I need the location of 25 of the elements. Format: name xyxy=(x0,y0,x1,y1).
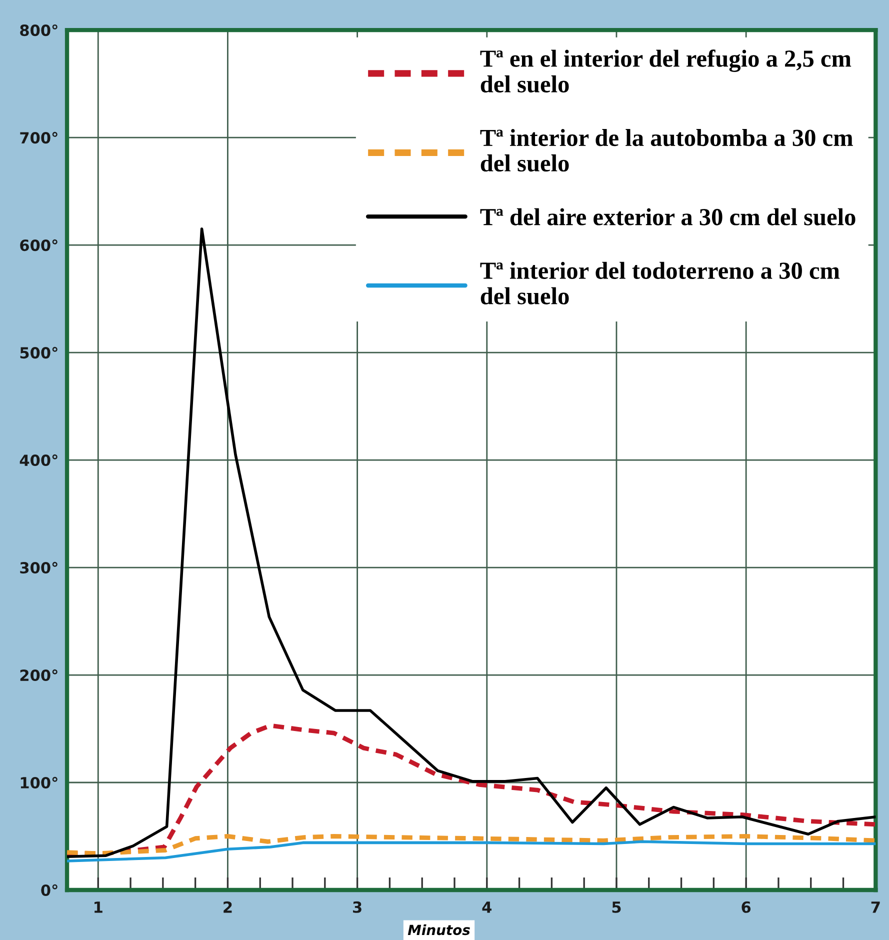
legend-label: Tª interior de la autobomba a 30 cm del suelo xyxy=(480,129,853,172)
x-tick-label: 2 xyxy=(224,901,232,913)
line-series xyxy=(67,840,876,862)
y-tick-label: 700° xyxy=(20,132,58,144)
line-series xyxy=(67,228,876,858)
y-tick-label: 0° xyxy=(41,884,58,896)
line-series xyxy=(67,723,876,856)
y-tick-label: 500° xyxy=(20,346,58,359)
line-series xyxy=(67,834,876,856)
y-tick-label: 600° xyxy=(20,239,58,252)
y-tick-label: 100° xyxy=(20,776,58,789)
y-tick-label: 400° xyxy=(20,454,58,466)
x-tick-label: 3 xyxy=(353,901,362,913)
x-tick-label: 7 xyxy=(871,902,880,913)
legend-label: Tª en el interior del refugio a 2,5 cm del suelo xyxy=(480,50,852,93)
legend-label: Tª del aire exterior a 30 cm del suelo xyxy=(480,208,856,226)
legend-label: Tª interior del todoterreno a 30 cm del suelo xyxy=(480,262,840,304)
x-tick-label: 5 xyxy=(612,902,621,913)
y-tick-label: 200° xyxy=(20,669,58,682)
y-tick-label: 300° xyxy=(20,562,58,574)
x-tick-label: 4 xyxy=(482,902,492,913)
y-tick-label: 800° xyxy=(20,24,58,36)
x-axis-title: Minutos xyxy=(408,924,470,936)
x-tick-label: 6 xyxy=(742,901,751,913)
x-tick-label: 1 xyxy=(94,902,102,913)
